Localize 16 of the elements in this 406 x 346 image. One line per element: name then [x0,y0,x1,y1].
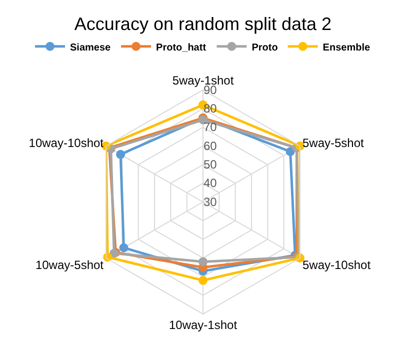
legend-label: Proto [252,42,278,54]
y-tick-label: 30 [204,194,218,209]
spoke-label: 5way-10shot [302,258,372,272]
y-tick-label: 70 [204,120,218,134]
spoke-label: 10way-5shot [35,258,104,272]
y-tick-label: 50 [204,158,218,172]
chart-title: Accuracy on random split data 2 [74,14,332,34]
legend-label: Siamese [70,42,112,54]
spoke-label: 5way-1shot [172,74,234,88]
y-tick-label: 40 [204,176,218,190]
spoke-label: 10way-1shot [168,318,238,332]
spoke-label: 10way-10shot [28,136,104,150]
legend-label: Proto_hatt [156,42,207,54]
y-tick-label: 60 [204,138,218,153]
legend-label: Ensemble [322,42,370,54]
spoke-label: 5way-5shot [302,136,365,150]
